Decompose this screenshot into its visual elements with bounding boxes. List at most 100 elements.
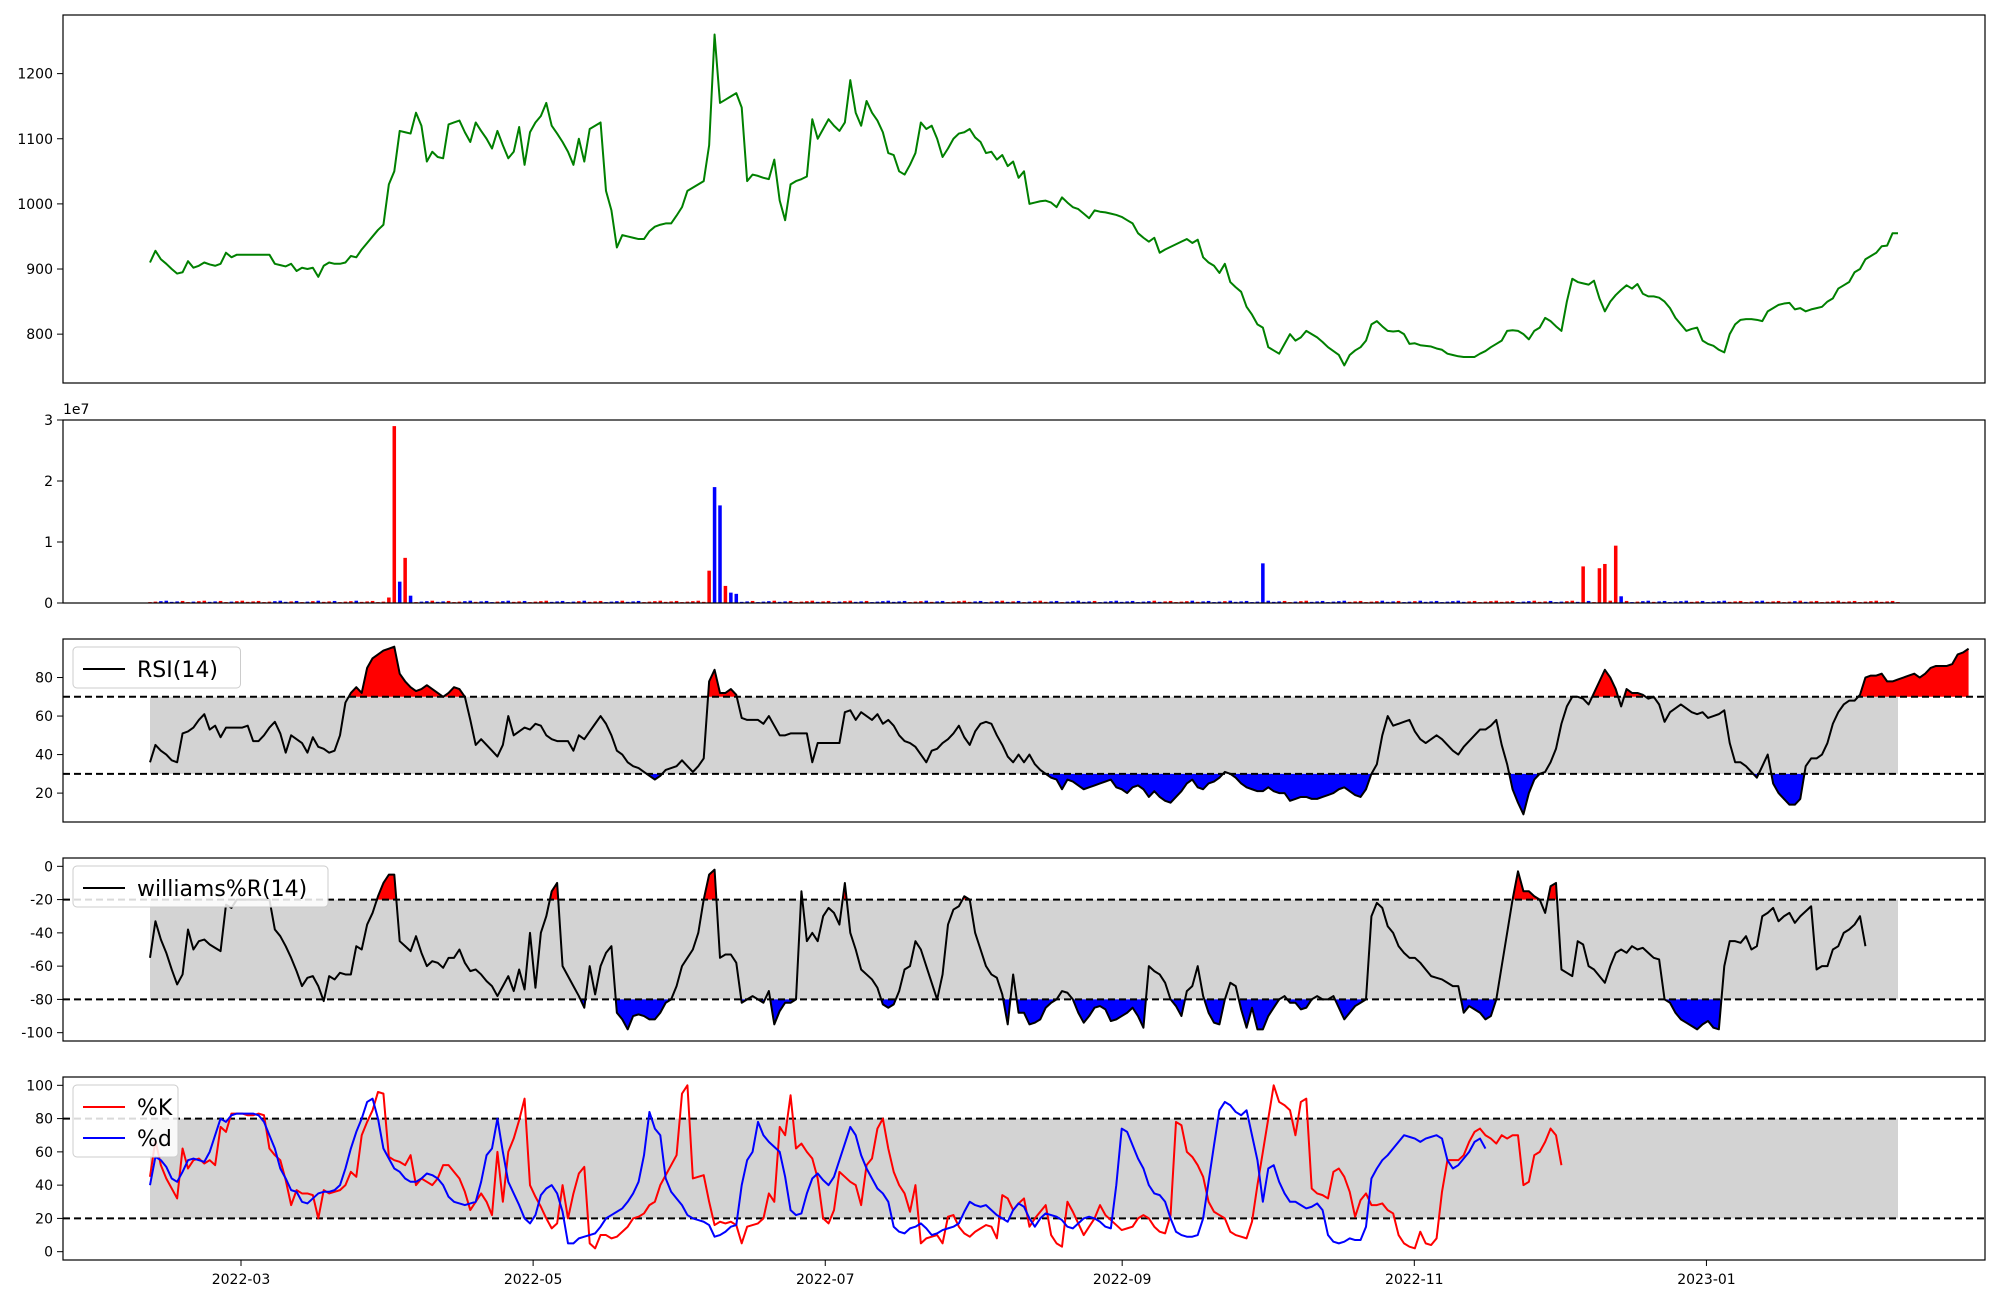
volume-bar	[1559, 601, 1564, 603]
volume-bar	[1521, 601, 1526, 603]
volume-bar	[1608, 600, 1613, 603]
price-line	[149, 33, 1898, 367]
volume-bar	[175, 601, 179, 603]
rsi-oversold-fill	[646, 773, 663, 780]
williams-legend-label: williams%R(14)	[137, 877, 307, 902]
volume-bar	[1641, 601, 1645, 603]
stochastic-d-line	[149, 1097, 1487, 1245]
rsi-overbought-fill	[1592, 669, 1619, 697]
volume-bar	[1793, 601, 1797, 603]
volume-bar	[316, 600, 321, 603]
volume-bar	[1825, 601, 1830, 603]
volume-bar	[1565, 601, 1569, 603]
rsi-oversold-fill	[1045, 773, 1224, 803]
volume-bar	[1749, 601, 1754, 603]
price-ytick-label: 1100	[17, 132, 53, 148]
volume-bar	[1624, 600, 1629, 603]
volume-bar	[1434, 600, 1439, 603]
williams-overbought-fill	[703, 869, 717, 900]
volume-bar	[1489, 601, 1493, 603]
volume-bar	[468, 600, 473, 603]
volume-bar	[202, 600, 207, 603]
volume-bar	[430, 600, 435, 603]
volume-bar	[674, 600, 679, 603]
volume-bar	[843, 601, 847, 603]
volume-bar	[305, 601, 310, 603]
volume-bar	[408, 595, 413, 603]
volume-bar	[1315, 601, 1319, 603]
volume-bar	[1299, 601, 1303, 603]
rsi-oversold-fill	[1230, 773, 1372, 801]
volume-bar	[745, 601, 749, 603]
volume-bar	[1890, 600, 1895, 603]
williams-oversold-fill	[1238, 999, 1280, 1030]
rsi-legend-label: RSI(14)	[137, 658, 218, 683]
rsi-ytick-label: 20	[35, 786, 53, 802]
volume-bar	[1065, 601, 1070, 603]
volume-bar	[582, 600, 587, 603]
volume-bar	[1038, 600, 1043, 603]
volume-bar	[1635, 601, 1640, 603]
volume-bar	[875, 601, 880, 603]
volume-bar	[598, 600, 603, 603]
volume-bar	[1472, 600, 1477, 603]
volume-bar	[1413, 601, 1417, 603]
rsi-ytick-label: 60	[35, 709, 53, 725]
volume-bar	[1456, 600, 1461, 603]
volume-bar	[1342, 600, 1347, 603]
stochastic-k-line	[149, 1084, 1563, 1250]
volume-bar	[495, 601, 500, 603]
price-ytick-label: 1200	[17, 67, 53, 83]
volume-bar	[1717, 601, 1721, 603]
volume-bar	[723, 585, 728, 603]
volume-bar	[387, 597, 391, 603]
volume-bar	[810, 600, 815, 603]
volume-bar	[886, 600, 891, 603]
volume-bar	[1673, 601, 1678, 603]
volume-bar	[229, 601, 234, 603]
volume-bar	[935, 601, 939, 603]
volume-bar	[1087, 601, 1091, 603]
volume-bar	[370, 600, 375, 603]
price-ytick-label: 1000	[17, 197, 53, 213]
volume-bar	[1451, 601, 1455, 603]
volume-bar	[251, 601, 255, 603]
volume-bar	[1027, 601, 1032, 603]
volume-bar	[365, 601, 369, 603]
volume-bar	[1527, 601, 1531, 603]
volume-bar	[1738, 600, 1743, 603]
volume-bar	[913, 601, 918, 603]
volume-bar	[1483, 601, 1488, 603]
volume-bar	[343, 601, 348, 603]
volume-bar	[1141, 601, 1146, 603]
volume-bar	[1239, 601, 1243, 603]
volume-bar	[533, 601, 538, 603]
rsi-plot-frame	[62, 638, 1986, 823]
volume-bar	[1570, 600, 1575, 603]
rsi-legend-box	[72, 646, 241, 689]
williams-ytick-label: -40	[30, 926, 53, 942]
volume-bar	[989, 601, 994, 603]
volume-bar	[1809, 601, 1813, 603]
williams-ytick-label: 0	[44, 859, 53, 875]
volume-bar	[1505, 601, 1509, 603]
volume-bar	[294, 600, 299, 603]
volume-bar	[1016, 600, 1021, 603]
volume-bar	[1733, 601, 1737, 603]
rsi-overbought-fill	[1858, 648, 1969, 697]
volume-bar	[658, 600, 663, 603]
volume-bar	[805, 601, 809, 603]
volume-bar	[354, 600, 359, 603]
volume-bar	[1152, 600, 1157, 603]
volume-bar	[1467, 601, 1471, 603]
williams-oversold-fill	[1072, 999, 1146, 1028]
volume-bar	[1293, 601, 1298, 603]
volume-bar	[381, 601, 386, 603]
volume-bar	[441, 601, 445, 603]
volume-bar	[593, 601, 597, 603]
volume-bar	[1776, 600, 1781, 603]
volume-bar	[609, 601, 614, 603]
volume-bar	[164, 600, 169, 603]
volume-bar	[1874, 600, 1879, 603]
